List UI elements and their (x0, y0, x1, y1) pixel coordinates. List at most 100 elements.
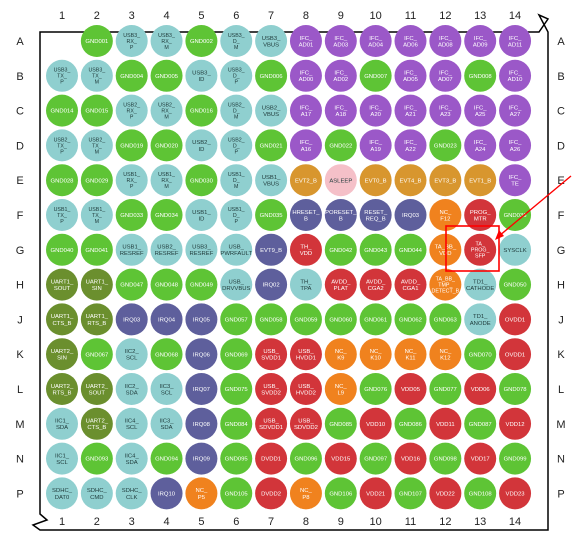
ball: USB1_ D_ M (220, 164, 253, 197)
ball-circle (185, 59, 218, 92)
ball-label: USB1_ RX_ P (123, 172, 140, 190)
ball: IFC_ TE (499, 164, 532, 197)
ball: IIC3_ SDA (150, 407, 183, 440)
ball: GND093 (80, 442, 113, 475)
ball-circle (185, 199, 218, 231)
ball: USB_ PWRFAULT (220, 233, 253, 266)
column-label: 4 (163, 516, 169, 528)
ball-circle (80, 442, 113, 475)
row-label: B (557, 71, 564, 83)
ball-label: GND034 (155, 213, 179, 219)
ball-label: GND001 (85, 39, 108, 45)
ball-label: IFC_ AD06 (403, 36, 418, 49)
row-label: G (557, 245, 566, 257)
column-label: 2 (94, 10, 100, 22)
ball-label: RESET_ REQ_B (364, 210, 388, 223)
ball: EVT2_B (289, 164, 322, 197)
ball-label: GND084 (225, 422, 249, 428)
ball-label: UART2_ SOUT (86, 384, 109, 397)
ball-circle (80, 373, 113, 405)
ball: GND028 (46, 164, 78, 197)
ball-circle (464, 25, 497, 57)
ball: IFC_ A21 (394, 94, 427, 127)
ball: UART1_ CTS_B (46, 303, 78, 336)
ball: GND069 (220, 338, 253, 371)
column-labels-top: 1 2 3 4 5 6 7 8 9 10 11 12 13 14 (59, 10, 521, 22)
ball: UART2_ SOUT (80, 373, 113, 405)
ball-label: GND075 (225, 387, 249, 393)
ball: GND075 (220, 373, 253, 405)
ball-circle (115, 442, 148, 475)
ball-label: GND093 (85, 457, 109, 463)
ball-label: GND069 (225, 352, 248, 358)
row-label: J (17, 314, 23, 326)
ball: VDD23 (499, 477, 532, 510)
ball: USB3_ RX_ M (150, 25, 183, 57)
ball-label: VDD06 (471, 387, 491, 393)
ball-circle (429, 164, 462, 197)
ball-label: GND036 (504, 213, 528, 219)
ball: GND023 (429, 129, 462, 162)
ball-circle (220, 233, 253, 266)
ball-label: VDD21 (366, 491, 385, 497)
ball-label: GND004 (120, 74, 144, 80)
ball-circle (185, 303, 218, 336)
ball-circle (359, 303, 392, 336)
ball-label: GND008 (469, 74, 493, 80)
ball-circle (289, 442, 322, 475)
ball: USB3_ D_ P (220, 59, 253, 92)
row-label: E (557, 175, 564, 187)
ball: IIC4_ SDA (115, 442, 148, 475)
ball-label: GND060 (329, 317, 353, 323)
ball-circle (499, 407, 532, 440)
ball-label: GND005 (155, 74, 179, 80)
ball-label: USB_ HVDD1 (296, 349, 316, 362)
ball-label: IFC_ A26 (509, 140, 522, 153)
ball-label: IFC_ AD09 (473, 36, 488, 49)
ball-circle (499, 442, 532, 475)
ball-label: USB3_ VBUS (262, 36, 281, 49)
ball-label: EVT1_B (469, 178, 491, 184)
ball: USB3_ RESREF (185, 233, 218, 266)
column-label: 5 (198, 516, 204, 528)
ball: USB2_ RX_ M (150, 94, 183, 127)
ball-label: TD1_ CATHODE (466, 279, 494, 292)
ball-label: GND107 (399, 491, 422, 497)
ball-label: DVDD1 (261, 457, 281, 463)
ball-label: GND043 (364, 248, 388, 254)
ball-circle (464, 442, 497, 475)
row-label: A (16, 36, 24, 48)
row-labels-right: A B C D E F G H J K L M N P (556, 36, 565, 500)
ball: GND036 (499, 199, 532, 231)
ball: GND014 (46, 94, 78, 127)
ball-label: IRQ10 (158, 491, 176, 497)
column-label: 13 (474, 516, 486, 528)
ball-label: IFC_ A20 (369, 105, 382, 118)
ball-circle (499, 338, 532, 371)
ball-label: IFC_ AD10 (508, 71, 523, 84)
ball: OVDD1 (499, 338, 532, 371)
ball: IRQ05 (185, 303, 218, 336)
ball-circle (499, 303, 532, 336)
ball-label: TA_ PROG_ SFP (471, 242, 490, 260)
ball-label: VDD10 (366, 422, 386, 428)
row-label: H (557, 280, 565, 292)
ball-label: GND063 (434, 317, 458, 323)
column-label: 10 (370, 516, 382, 528)
ball-circle (499, 233, 532, 266)
ball: IFC_ AD06 (394, 25, 427, 57)
ball: USB3_ TX_ P (46, 59, 78, 92)
ball-circle (185, 164, 218, 197)
ball-circle (220, 25, 253, 57)
ball: AVDD_ CGA2 (359, 268, 392, 301)
ball-circle (46, 94, 78, 127)
ball: GND004 (115, 59, 148, 92)
ball: VDD12 (499, 407, 532, 440)
ball-label: GND035 (260, 213, 284, 219)
row-label: P (557, 488, 564, 500)
ball-circle (80, 199, 113, 231)
ball-circle (394, 477, 427, 510)
ball: GND040 (46, 233, 78, 266)
ball: IFC_ A16 (289, 129, 322, 162)
ball-circle (80, 164, 113, 197)
